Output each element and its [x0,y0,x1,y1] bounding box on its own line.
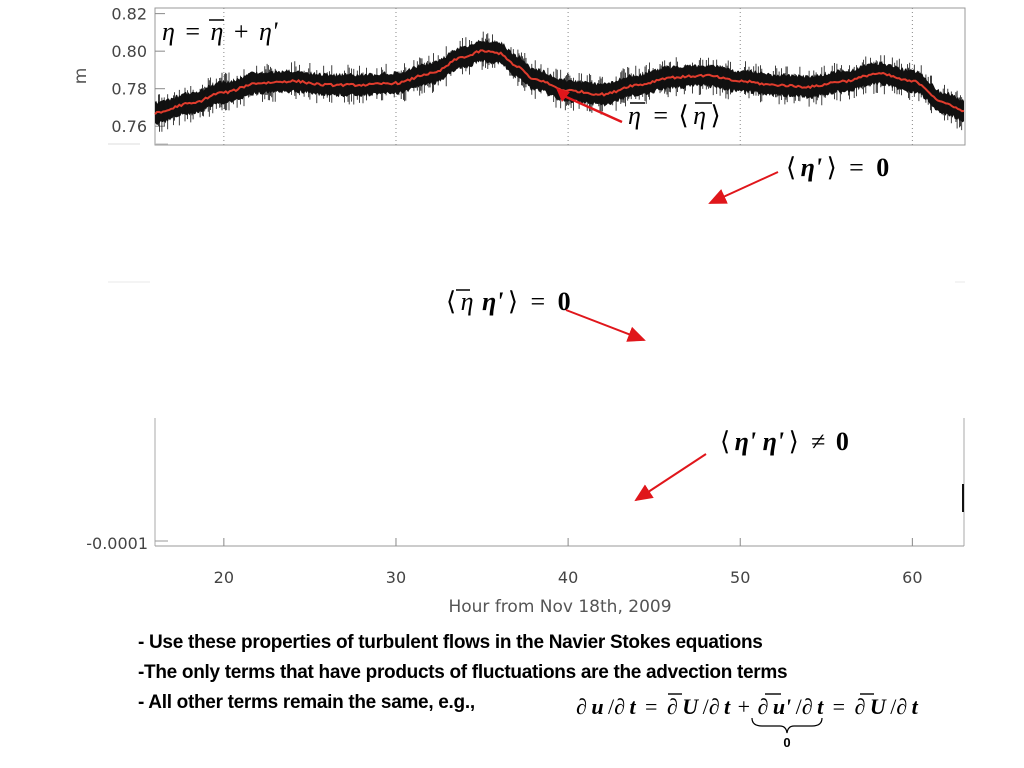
bottom-plot-y-tick-label: -0.0001 [86,534,148,553]
top-plot-y-ticks: 0.76 0.78 0.80 0.82 [111,5,165,136]
bottom-plot: -0.0001 20 30 40 50 60 Hour from Nov 18th, 2… [86,418,965,617]
svg-text:∂ u /∂ t: ∂ u /∂ t = ∂ U /∂ t + ∂ u' /∂ t = ∂ U /∂… [576,694,919,719]
arrow-mean-product [634,453,707,502]
svg-text:η = ⟨ η: η = ⟨ η ⟩ [628,101,721,130]
annotation-mean-def: η = ⟨ η ⟩ [556,88,721,130]
x-tick-label: 20 [214,568,234,587]
svg-text:⟨ η' η' ⟩ ≠: ⟨ η' η' ⟩ ≠ 0 [720,427,849,456]
x-tick-label: 30 [386,568,406,587]
annotation-mean-cross: ⟨ η η' ⟩ = 0 [446,287,646,342]
top-plot: 0.76 0.78 0.80 0.82 m [71,5,966,146]
x-tick-label: 50 [730,568,750,587]
x-tick-label: 40 [558,568,578,587]
underbrace [751,717,823,734]
underbrace-label: 0 [783,735,790,750]
svg-text:⟨ η η' ⟩: ⟨ η η' ⟩ = 0 [446,287,571,316]
svg-text:η = η +: η = η + η' [162,17,278,46]
arrow-to-mean [563,94,623,124]
bottom-plot-x-ticks: 20 30 40 50 60 [214,538,923,587]
y-tick-label: 0.82 [111,5,147,24]
bullet-item: - All other terms remain the same, e.g., [138,692,475,713]
eta-raw-signal [155,39,964,125]
y-tick-label: 0.78 [111,80,147,99]
navier-equation: ∂ u /∂ t = ∂ U /∂ t + ∂ u' /∂ t = ∂ U /∂… [576,693,919,750]
bullet-item: -The only terms that have products of fl… [138,662,788,683]
y-tick-label: 0.80 [111,42,147,61]
y-tick-label: 0.76 [111,117,147,136]
annotation-mean-product: ⟨ η' η' ⟩ ≠ 0 [634,427,849,502]
svg-text:⟨ η' ⟩ =: ⟨ η' ⟩ = 0 [786,153,889,182]
bullet-item: - Use these properties of turbulent flow… [138,632,763,653]
top-plot-frame [154,7,966,146]
x-tick-label: 60 [902,568,922,587]
top-plot-y-axis-label: m [71,68,91,85]
annotation-mean-fluct: ⟨ η' ⟩ = 0 [708,153,889,204]
arrow-mean-fluct [708,171,779,204]
bullet-list: - Use these properties of turbulent flow… [138,628,998,718]
bottom-plot-x-axis-label: Hour from Nov 18th, 2009 [448,597,671,617]
eta-mean-line [154,49,965,115]
eq-decomposition: η = η + η' [162,17,278,46]
arrow-mean-cross [565,309,646,342]
